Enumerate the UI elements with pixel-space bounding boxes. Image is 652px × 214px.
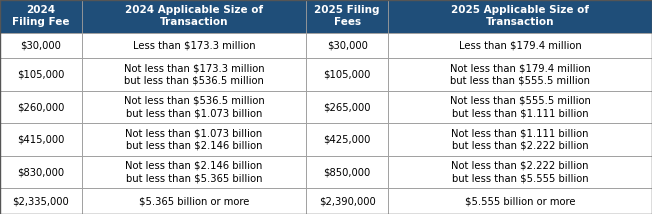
Text: Not less than $2.146 billion
but less than $5.365 billion: Not less than $2.146 billion but less th… [125,161,263,183]
Bar [0,156,82,188]
Bar [0,123,82,156]
Text: Not less than $2.222 billion
but less than $5.555 billion: Not less than $2.222 billion but less th… [451,161,589,183]
Text: Not less than $536.5 million
but less than $1.073 billion: Not less than $536.5 million but less th… [124,96,264,118]
Text: $415,000: $415,000 [17,135,65,144]
Text: Not less than $1.111 billion
but less than $2.222 billion: Not less than $1.111 billion but less th… [451,128,589,151]
Text: Not less than $1.073 billion
but less than $2.146 billion: Not less than $1.073 billion but less th… [125,128,263,151]
Bar [0,58,82,91]
Text: 2024
Filing Fee: 2024 Filing Fee [12,5,70,27]
Bar [82,156,306,188]
Bar [0,33,82,58]
Text: Less than $173.3 million: Less than $173.3 million [132,40,256,50]
Text: $425,000: $425,000 [323,135,371,144]
Bar [306,156,388,188]
Text: $260,000: $260,000 [17,102,65,112]
Bar [0,0,82,33]
Bar [388,91,652,123]
Bar [82,123,306,156]
Bar [388,33,652,58]
Bar [306,0,388,33]
Text: Not less than $173.3 million
but less than $536.5 million: Not less than $173.3 million but less th… [124,63,264,86]
Text: $105,000: $105,000 [323,70,371,79]
Text: Not less than $179.4 million
but less than $555.5 million: Not less than $179.4 million but less th… [450,63,590,86]
Bar [82,58,306,91]
Bar [82,33,306,58]
Bar [306,123,388,156]
Bar [388,156,652,188]
Text: $105,000: $105,000 [17,70,65,79]
Text: $830,000: $830,000 [17,167,65,177]
Text: Not less than $555.5 million
but less than $1.111 billion: Not less than $555.5 million but less th… [449,96,591,118]
Text: $2,335,000: $2,335,000 [12,196,69,206]
Bar [306,91,388,123]
Bar [306,188,388,214]
Bar [388,188,652,214]
Bar [388,123,652,156]
Text: Less than $179.4 million: Less than $179.4 million [458,40,582,50]
Text: $30,000: $30,000 [20,40,61,50]
Text: $265,000: $265,000 [323,102,371,112]
Text: 2024 Applicable Size of
Transaction: 2024 Applicable Size of Transaction [125,5,263,27]
Bar [82,188,306,214]
Bar [306,58,388,91]
Bar [0,91,82,123]
Text: $5.365 billion or more: $5.365 billion or more [139,196,249,206]
Bar [388,0,652,33]
Bar [82,0,306,33]
Text: $2,390,000: $2,390,000 [319,196,376,206]
Text: 2025 Filing
Fees: 2025 Filing Fees [314,5,380,27]
Bar [306,33,388,58]
Text: 2025 Applicable Size of
Transaction: 2025 Applicable Size of Transaction [451,5,589,27]
Bar [388,58,652,91]
Text: $5.555 billion or more: $5.555 billion or more [465,196,575,206]
Bar [82,91,306,123]
Text: $30,000: $30,000 [327,40,368,50]
Text: $850,000: $850,000 [323,167,371,177]
Bar [0,188,82,214]
